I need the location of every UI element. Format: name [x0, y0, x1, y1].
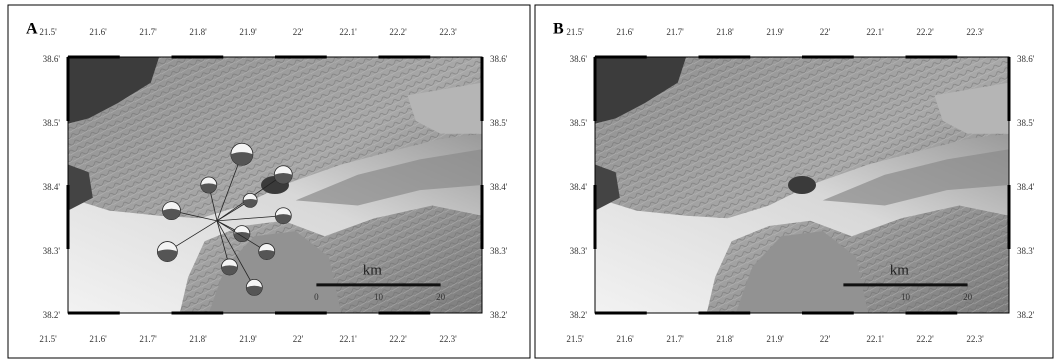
longitude-label: 21.5' [39, 334, 57, 344]
panel-label: B [553, 21, 564, 38]
longitude-label: 21.9' [239, 27, 257, 37]
map-area [595, 57, 1009, 313]
longitude-label: 22.3' [966, 334, 984, 344]
scale-tick: 20 [963, 292, 973, 302]
figure: A21.5'21.5'21.6'21.6'21.7'21.7'21.8'21.8… [0, 0, 1061, 363]
longitude-label: 21.5' [566, 27, 584, 37]
latitude-label: 38.5' [43, 118, 61, 128]
longitude-label: 21.7' [139, 334, 157, 344]
latitude-label: 38.2' [1017, 310, 1035, 320]
longitude-label: 21.7' [139, 27, 157, 37]
latitude-label: 38.5' [1017, 118, 1035, 128]
latitude-label: 38.6' [1017, 54, 1035, 64]
longitude-label: 21.8' [716, 27, 734, 37]
longitude-label: 21.7' [666, 334, 684, 344]
latitude-label: 38.6' [43, 54, 61, 64]
longitude-label: 21.5' [566, 334, 584, 344]
latitude-label: 38.4' [570, 182, 588, 192]
longitude-label: 22.3' [439, 334, 457, 344]
lagoon [788, 176, 816, 194]
longitude-label: 22.1' [339, 334, 357, 344]
latitude-label: 38.6' [490, 54, 508, 64]
scale-tick: 10 [374, 292, 384, 302]
longitude-label: 22.3' [439, 27, 457, 37]
longitude-label: 21.9' [239, 334, 257, 344]
latitude-label: 38.5' [570, 118, 588, 128]
scale-tick: 0 [314, 292, 319, 302]
latitude-label: 38.2' [43, 310, 61, 320]
latitude-label: 38.3' [1017, 246, 1035, 256]
longitude-label: 22.2' [389, 334, 407, 344]
map-area [68, 57, 482, 313]
longitude-label: 21.6' [89, 27, 107, 37]
longitude-label: 22.2' [916, 334, 934, 344]
longitude-label: 22.3' [966, 27, 984, 37]
longitude-label: 22.1' [339, 27, 357, 37]
latitude-label: 38.4' [43, 182, 61, 192]
longitude-label: 22' [820, 27, 831, 37]
longitude-label: 21.6' [616, 27, 634, 37]
scale-unit: km [890, 262, 910, 278]
latitude-label: 38.6' [570, 54, 588, 64]
longitude-label: 21.6' [616, 334, 634, 344]
longitude-label: 21.9' [766, 334, 784, 344]
longitude-label: 22' [820, 334, 831, 344]
latitude-label: 38.3' [490, 246, 508, 256]
longitude-label: 21.8' [189, 27, 207, 37]
latitude-label: 38.2' [490, 310, 508, 320]
longitude-label: 22.1' [866, 334, 884, 344]
longitude-label: 21.7' [666, 27, 684, 37]
longitude-label: 21.9' [766, 27, 784, 37]
latitude-label: 38.5' [490, 118, 508, 128]
longitude-label: 22.1' [866, 27, 884, 37]
longitude-label: 22' [293, 334, 304, 344]
longitude-label: 21.5' [39, 27, 57, 37]
latitude-label: 38.3' [570, 246, 588, 256]
latitude-label: 38.4' [1017, 182, 1035, 192]
longitude-label: 21.6' [89, 334, 107, 344]
scale-unit: km [363, 262, 383, 278]
longitude-label: 21.8' [189, 334, 207, 344]
panel-label: A [26, 21, 38, 38]
longitude-label: 22.2' [389, 27, 407, 37]
latitude-label: 38.2' [570, 310, 588, 320]
latitude-label: 38.3' [43, 246, 61, 256]
longitude-label: 22.2' [916, 27, 934, 37]
longitude-label: 22' [293, 27, 304, 37]
scale-tick: 20 [436, 292, 446, 302]
latitude-label: 38.4' [490, 182, 508, 192]
scale-tick: 10 [901, 292, 911, 302]
longitude-label: 21.8' [716, 334, 734, 344]
